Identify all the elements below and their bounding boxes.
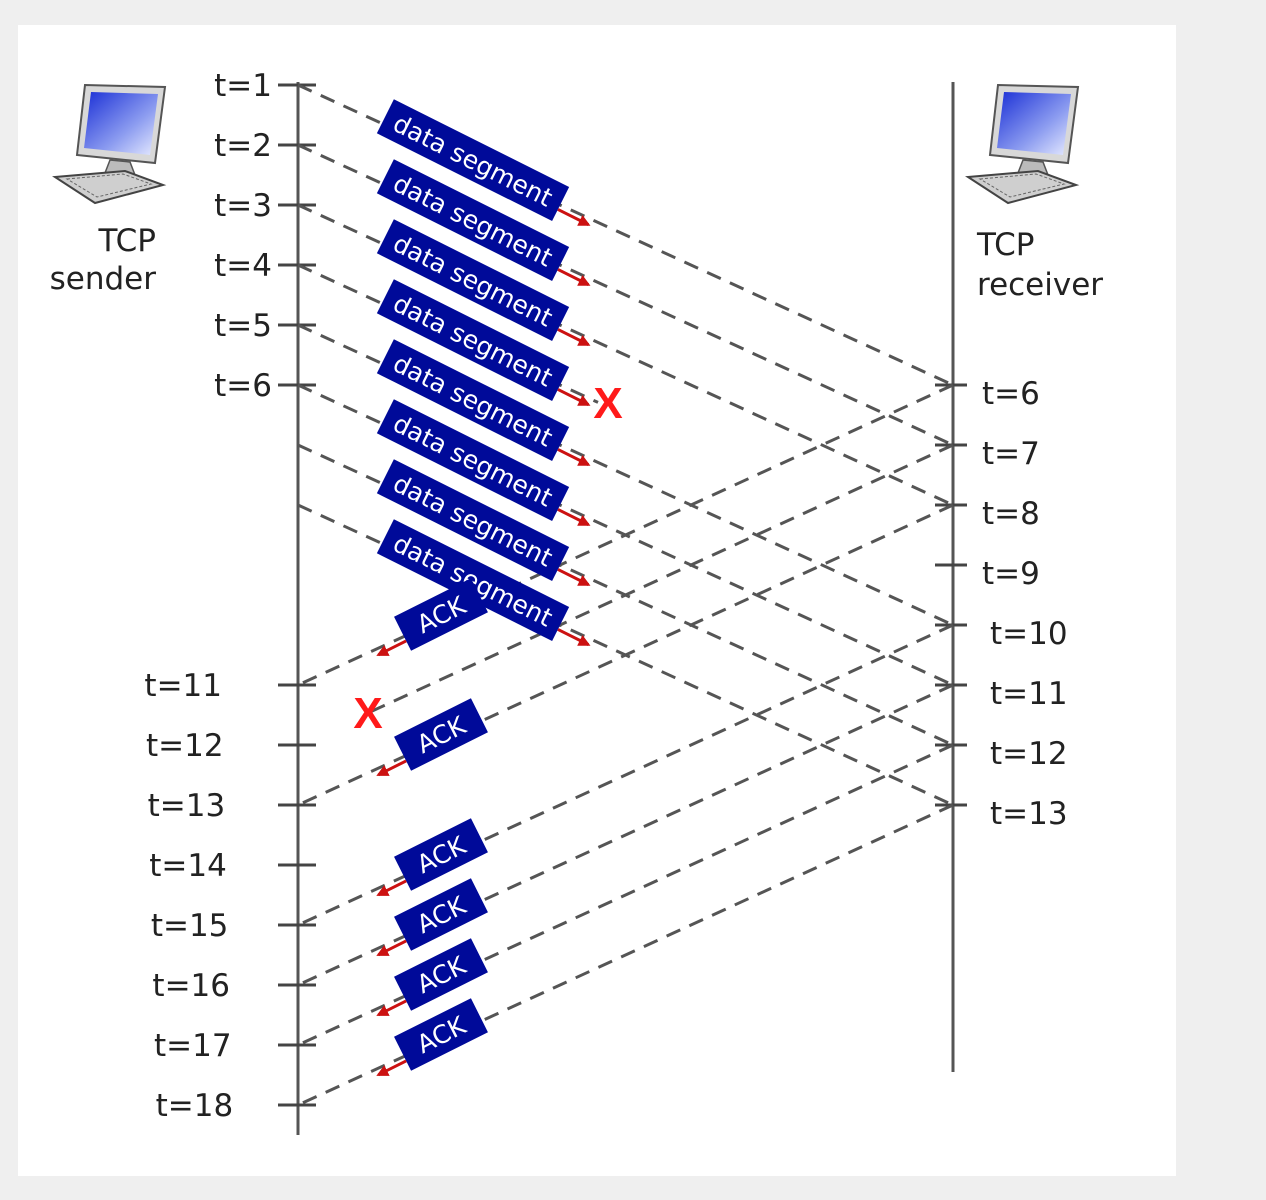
- red-arrow-icon: [376, 999, 407, 1017]
- sender-label-line1: TCP: [98, 223, 156, 259]
- receiver-tick-label: t=11: [990, 676, 1068, 712]
- red-arrow-icon: [376, 1059, 407, 1077]
- red-arrow-icon: [376, 639, 407, 657]
- sender-tick-label: t=4: [214, 248, 272, 284]
- sender-tick-label: t=6: [214, 368, 272, 404]
- ack-line: [297, 683, 954, 987]
- sender-label-line2: sender: [50, 261, 157, 297]
- red-arrow-icon: [557, 208, 591, 226]
- diagram-panel: [18, 25, 1176, 1176]
- sender-tick-label: t=17: [154, 1028, 232, 1064]
- sender-tick-label: t=1: [214, 68, 272, 104]
- red-arrow-icon: [376, 879, 407, 897]
- sender-tick-label: t=13: [148, 788, 226, 824]
- data-segment-line: [297, 323, 954, 627]
- sender-tick-label: t=15: [151, 908, 229, 944]
- red-arrow-icon: [557, 388, 591, 406]
- red-arrow-icon: [557, 448, 591, 466]
- sender-tick-label: t=3: [214, 188, 272, 224]
- data-segment-line: [297, 143, 954, 447]
- ack-line: [297, 803, 954, 1107]
- red-arrow-icon: [557, 268, 591, 286]
- sender-tick-label: t=5: [214, 308, 272, 344]
- receiver-tick-label: t=13: [990, 796, 1068, 832]
- ack-line: [297, 743, 954, 1047]
- sender-computer-icon: [52, 83, 167, 205]
- red-arrow-icon: [557, 628, 591, 646]
- sender-tick-label: t=18: [156, 1088, 234, 1124]
- ack-line: [297, 623, 954, 927]
- receiver-label-line2: receiver: [977, 267, 1103, 303]
- ack-box: ACK: [376, 698, 488, 777]
- receiver-tick-label: t=6: [982, 376, 1040, 412]
- red-arrow-icon: [557, 568, 591, 586]
- loss-x-icon: X: [353, 689, 382, 738]
- receiver-tick-label: t=8: [982, 496, 1040, 532]
- loss-x-icon: X: [593, 379, 622, 428]
- receiver-label-line1: TCP: [976, 227, 1034, 263]
- data-segment-line: [297, 203, 954, 507]
- ack-box: ACK: [376, 578, 488, 657]
- red-arrow-icon: [557, 508, 591, 526]
- sender-tick-label: t=12: [146, 728, 224, 764]
- receiver-tick-label: t=12: [990, 736, 1068, 772]
- receiver-tick-label: t=10: [990, 616, 1068, 652]
- red-arrow-icon: [376, 759, 407, 777]
- data-segment-line: [297, 83, 954, 387]
- red-arrow-icon: [376, 939, 407, 957]
- ack-line: [369, 443, 954, 714]
- receiver-tick-label: t=7: [982, 436, 1040, 472]
- sender-tick-label: t=2: [214, 128, 272, 164]
- red-arrow-icon: [557, 328, 591, 346]
- sender-tick-label: t=16: [152, 968, 230, 1004]
- sender-tick-label: t=11: [144, 668, 222, 704]
- sender-tick-label: t=14: [149, 848, 227, 884]
- receiver-tick-label: t=9: [982, 556, 1040, 592]
- receiver-computer-icon: [965, 83, 1080, 205]
